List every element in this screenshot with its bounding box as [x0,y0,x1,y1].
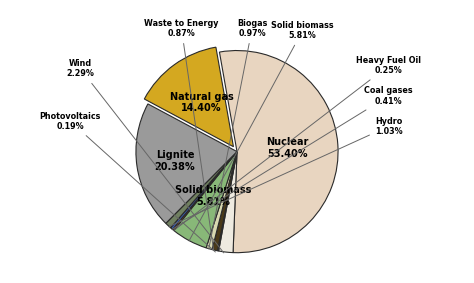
Wedge shape [173,152,237,230]
Wedge shape [171,152,237,230]
Text: Solid biomass
5.81%: Solid biomass 5.81% [189,21,334,241]
Wedge shape [145,47,233,147]
Text: Biogas
0.97%: Biogas 0.97% [209,19,267,249]
Wedge shape [136,104,237,223]
Wedge shape [166,152,237,228]
Text: Wind
2.29%: Wind 2.29% [66,59,224,253]
Text: Heavy Fuel Oil
0.25%: Heavy Fuel Oil 0.25% [173,56,421,231]
Wedge shape [219,51,338,253]
Wedge shape [219,152,237,253]
Text: Coal gases
0.41%: Coal gases 0.41% [172,86,413,230]
Text: Waste to Energy
0.87%: Waste to Energy 0.87% [144,19,219,250]
Wedge shape [206,152,237,250]
Text: Nuclear
53.40%: Nuclear 53.40% [266,137,309,159]
Text: Hydro
1.03%: Hydro 1.03% [169,117,402,227]
Text: Solid biomass
5.81%: Solid biomass 5.81% [175,185,251,207]
Wedge shape [174,152,237,248]
Text: Lignite
20.38%: Lignite 20.38% [155,150,195,172]
Wedge shape [212,152,237,251]
Text: Photovoltaics
0.19%: Photovoltaics 0.19% [39,112,215,252]
Text: Natural gas
14.40%: Natural gas 14.40% [170,92,233,113]
Wedge shape [218,152,237,251]
